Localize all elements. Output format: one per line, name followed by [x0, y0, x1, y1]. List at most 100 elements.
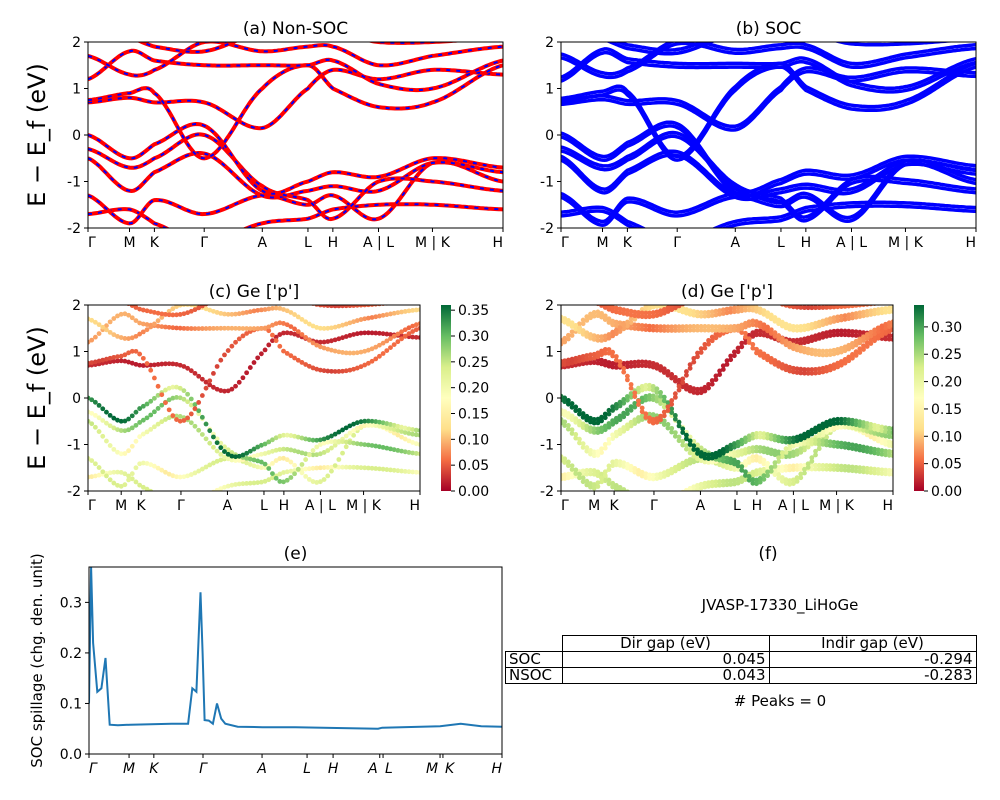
band-point [817, 305, 822, 307]
x-tick-label: Γ [199, 761, 208, 777]
band-point [118, 428, 124, 433]
band-point [875, 470, 881, 476]
band-point [163, 498, 168, 503]
band-point [314, 325, 320, 330]
band-point [388, 422, 393, 427]
band-point [562, 319, 568, 325]
band-point [842, 467, 848, 473]
band-point [706, 483, 711, 489]
band-point [115, 334, 120, 339]
band-point [613, 331, 619, 337]
band-point [831, 328, 837, 334]
band-point [779, 365, 785, 371]
band-point [761, 457, 767, 463]
band-point [233, 383, 238, 389]
band-point [610, 364, 616, 370]
band-point [610, 349, 616, 355]
band-point [395, 300, 400, 305]
band-point [565, 414, 571, 420]
band-point [776, 434, 782, 440]
band-point [625, 373, 630, 379]
band-point [247, 365, 253, 370]
colorbar-tick-label: 0.25 [931, 347, 962, 363]
band-point [277, 433, 283, 439]
panel-title: (a) Non-SOC [243, 19, 348, 39]
band-point [783, 305, 789, 308]
band-point [218, 440, 224, 446]
header-dir-gap: Dir gap (eV) [561, 635, 770, 652]
band-point [284, 322, 290, 328]
band-point [844, 305, 846, 306]
band-point [709, 378, 715, 383]
band-point [658, 397, 663, 403]
y-tick-label: -1 [540, 175, 554, 191]
band-point [577, 418, 582, 424]
band-point [632, 465, 638, 471]
band-point [133, 438, 139, 444]
band-point [791, 327, 796, 333]
band-point [144, 401, 150, 407]
band-point [687, 311, 693, 317]
x-tick-label: H [279, 498, 290, 514]
band-point [857, 427, 863, 432]
band-point [229, 343, 235, 349]
band-point [122, 299, 127, 304]
band-point [188, 411, 194, 417]
y-tick-label: 0.3 [60, 595, 82, 611]
band-point [879, 448, 885, 453]
band-point [658, 364, 663, 369]
band-point [669, 425, 675, 431]
band-point [861, 334, 866, 340]
band-point [842, 332, 848, 338]
band-point [617, 320, 623, 326]
band-point [643, 397, 649, 403]
band-point [761, 351, 767, 357]
band-point [329, 445, 334, 451]
band-point [650, 393, 656, 399]
band-point [377, 444, 382, 450]
band-point [695, 350, 700, 356]
band-point [816, 348, 822, 354]
band-point [743, 330, 748, 336]
band-point [332, 442, 338, 448]
band-point [853, 342, 859, 348]
band-point [813, 429, 818, 435]
band-point [846, 354, 852, 360]
band-point [318, 305, 323, 308]
band-point [203, 436, 209, 442]
band-point [684, 386, 689, 392]
band-point [365, 330, 371, 336]
band-point [647, 360, 652, 365]
band-point [824, 317, 829, 323]
band-point [757, 306, 763, 312]
band-point [107, 470, 113, 476]
band-point [214, 436, 220, 442]
band-point [861, 338, 866, 343]
band-point [174, 474, 179, 480]
band-point [831, 417, 837, 423]
band-point [137, 351, 143, 357]
x-tick-label: M [426, 761, 438, 777]
band-point [417, 325, 420, 331]
band-point [757, 479, 763, 485]
band-point [728, 357, 734, 363]
band-point [599, 310, 604, 316]
row-label: SOC [505, 651, 563, 668]
band-point [680, 376, 686, 382]
band-point [798, 475, 804, 481]
band-point [750, 473, 756, 479]
band-point [846, 464, 852, 470]
band-point [672, 324, 678, 330]
band-point [613, 486, 619, 491]
band-point [569, 320, 575, 326]
band-point [258, 479, 264, 485]
band-point [838, 359, 844, 364]
band-point [270, 471, 275, 477]
band-point [713, 483, 719, 488]
band-point [391, 333, 397, 339]
band-point [672, 374, 678, 380]
band-point [321, 440, 327, 446]
band-point [735, 323, 741, 329]
band-point [591, 420, 597, 426]
band-point [262, 465, 268, 471]
